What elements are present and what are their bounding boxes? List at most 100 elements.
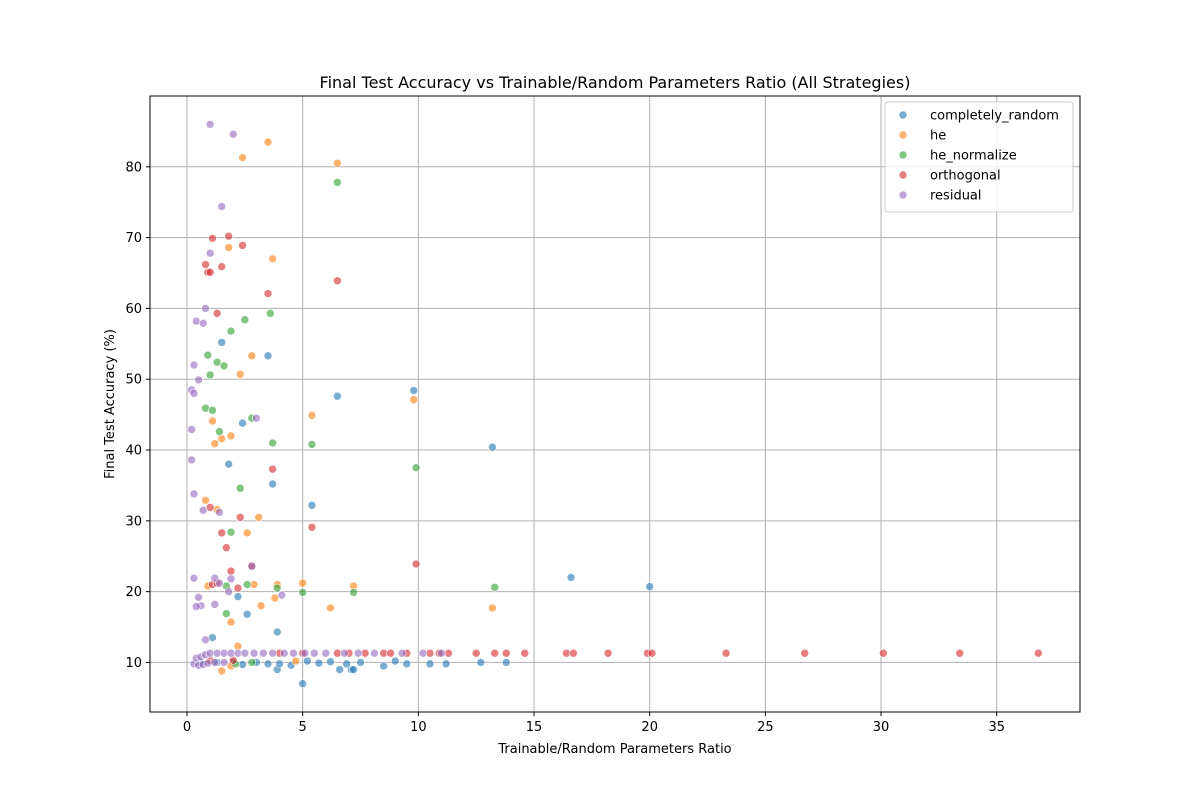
data-point — [303, 656, 312, 666]
data-point — [353, 648, 363, 658]
data-point — [247, 351, 257, 361]
data-point — [194, 375, 203, 385]
data-point — [501, 648, 511, 658]
data-point — [603, 648, 613, 658]
data-point — [224, 231, 233, 241]
series-residual — [187, 120, 446, 670]
data-point — [279, 648, 289, 658]
data-point — [226, 527, 236, 537]
data-point — [488, 603, 497, 613]
data-point — [235, 369, 245, 379]
data-point — [298, 578, 307, 588]
data-point — [326, 603, 335, 613]
data-point — [272, 627, 282, 637]
data-point — [314, 658, 324, 668]
data-point — [238, 241, 247, 250]
data-point — [386, 648, 395, 658]
data-point — [240, 648, 250, 658]
legend-label: residual — [930, 189, 982, 204]
data-point — [242, 609, 252, 619]
data-point — [222, 543, 231, 553]
data-point — [418, 648, 428, 658]
data-point — [291, 656, 301, 666]
legend-box — [884, 101, 1074, 213]
data-point — [259, 648, 268, 658]
y-tick-label: 30 — [125, 514, 142, 529]
data-point — [212, 309, 222, 318]
data-point — [226, 574, 236, 584]
data-point — [569, 648, 578, 658]
data-point — [187, 455, 196, 465]
data-point — [217, 528, 227, 538]
data-point — [226, 566, 236, 576]
data-point — [187, 425, 196, 434]
x-tick-label: 5 — [299, 720, 307, 735]
x-axis-ticks: 0 5 10 15 20 25 30 35 — [183, 712, 1005, 735]
legend-label: completely_random — [930, 109, 1059, 124]
data-point — [224, 587, 233, 596]
data-point — [476, 658, 486, 667]
legend-marker — [898, 130, 908, 140]
data-point — [226, 326, 236, 336]
data-point — [275, 659, 284, 669]
data-point — [411, 463, 421, 473]
data-point — [333, 158, 342, 168]
y-tick-label: 60 — [125, 302, 142, 317]
data-point — [201, 260, 210, 269]
data-point — [226, 431, 236, 441]
x-tick-label: 25 — [757, 720, 774, 735]
data-point — [201, 495, 210, 505]
data-point — [333, 276, 342, 286]
data-point — [441, 659, 451, 669]
y-tick-label: 50 — [125, 373, 142, 388]
data-point — [217, 434, 227, 443]
data-point — [247, 658, 257, 667]
data-point — [240, 315, 250, 325]
data-point — [342, 659, 351, 669]
legend-marker — [898, 170, 908, 180]
y-tick-label: 20 — [125, 585, 142, 600]
data-point — [265, 309, 275, 318]
y-axis-ticks: 10 20 30 40 50 60 70 80 — [125, 160, 150, 671]
data-point — [189, 573, 199, 583]
data-point — [321, 648, 331, 658]
data-point — [235, 512, 245, 522]
data-point — [356, 658, 365, 667]
data-point — [217, 262, 227, 271]
data-point — [215, 508, 224, 517]
y-tick-label: 40 — [125, 444, 142, 459]
data-point — [647, 648, 657, 658]
data-point — [268, 648, 277, 658]
data-point — [379, 661, 388, 671]
data-point — [228, 129, 238, 139]
data-point — [289, 648, 298, 658]
legend-item-residual: residual — [898, 189, 982, 204]
data-point — [721, 648, 731, 658]
data-point — [490, 583, 500, 592]
data-point — [397, 648, 407, 658]
data-point — [201, 304, 210, 313]
data-point — [349, 588, 358, 597]
x-tick-label: 20 — [641, 720, 658, 735]
data-point — [309, 648, 319, 658]
data-point — [501, 658, 511, 667]
y-tick-label: 70 — [125, 231, 142, 246]
data-point — [189, 360, 199, 370]
legend-item-he_normalize: he_normalize — [898, 149, 1017, 164]
data-point — [326, 657, 335, 667]
data-point — [189, 489, 199, 499]
data-point — [233, 592, 243, 601]
data-point — [268, 479, 277, 489]
data-point — [879, 648, 888, 658]
data-point — [198, 505, 208, 515]
data-point — [390, 656, 400, 666]
data-point — [215, 427, 224, 436]
data-point — [307, 500, 317, 510]
y-tick-label: 10 — [125, 656, 142, 671]
x-tick-label: 15 — [526, 720, 543, 735]
data-point — [307, 411, 317, 420]
data-point — [203, 350, 213, 360]
data-point — [219, 361, 229, 371]
